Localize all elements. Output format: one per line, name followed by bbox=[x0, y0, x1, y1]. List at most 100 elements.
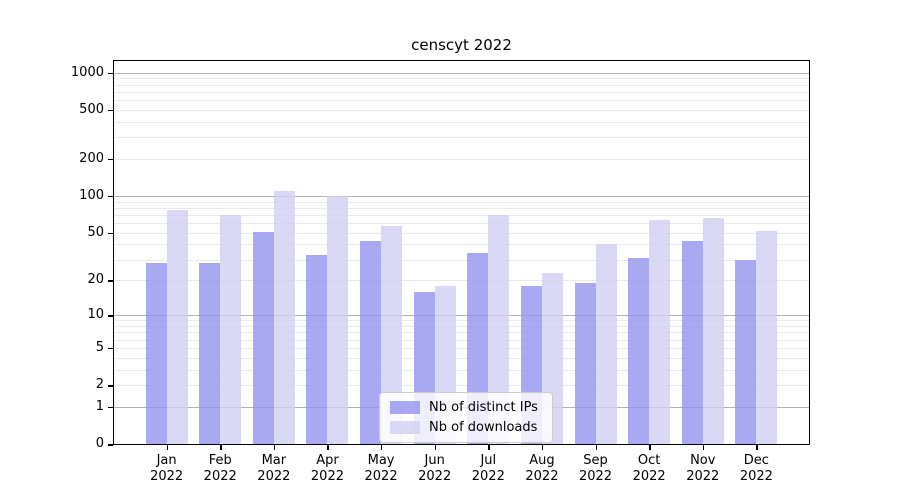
bar-downloads bbox=[756, 230, 778, 445]
y-tick-mark bbox=[108, 72, 113, 74]
y-tick-mark bbox=[108, 232, 113, 235]
minor-gridline bbox=[113, 385, 810, 387]
y-tick-mark bbox=[108, 347, 113, 350]
legend-item-downloads: Nb of downloads bbox=[390, 420, 542, 435]
x-tick-label: Jun 2022 bbox=[418, 453, 452, 484]
x-tick-mark bbox=[595, 445, 597, 450]
minor-gridline bbox=[113, 109, 810, 111]
minor-gridline bbox=[113, 332, 810, 334]
x-tick-label: Oct 2022 bbox=[632, 453, 666, 484]
y-tick-label: 500 bbox=[79, 101, 104, 117]
x-tick-label: Apr 2022 bbox=[310, 453, 344, 484]
y-tick-label: 20 bbox=[87, 272, 104, 288]
y-tick-label: 2 bbox=[95, 377, 104, 393]
minor-gridline bbox=[113, 244, 810, 246]
x-tick-mark bbox=[327, 445, 329, 450]
bar-distinct-ips bbox=[735, 259, 757, 445]
x-tick-mark bbox=[434, 445, 437, 450]
x-tick-mark bbox=[649, 445, 651, 450]
x-tick-mark bbox=[381, 445, 383, 450]
y-axis: 0 1 2 5 10 20 50 100 200 500 1000 bbox=[0, 60, 113, 451]
y-tick-mark bbox=[108, 158, 113, 161]
minor-gridline bbox=[113, 78, 810, 80]
bar-downloads bbox=[220, 214, 242, 445]
legend-swatch-distinct-ips-icon bbox=[390, 401, 420, 414]
minor-gridline bbox=[113, 326, 810, 328]
bar-downloads bbox=[702, 218, 724, 445]
minor-gridline bbox=[113, 158, 810, 160]
y-tick-mark bbox=[108, 444, 113, 446]
bar-downloads bbox=[327, 195, 349, 445]
bars-layer bbox=[113, 60, 810, 445]
legend: Nb of distinct IPs Nb of downloads bbox=[379, 392, 553, 443]
minor-gridline bbox=[113, 320, 810, 322]
bar-downloads bbox=[166, 209, 188, 445]
minor-gridline bbox=[113, 137, 810, 139]
minor-gridline bbox=[113, 232, 810, 234]
minor-gridline bbox=[113, 280, 810, 282]
minor-gridline bbox=[113, 223, 810, 225]
major-gridline bbox=[113, 315, 810, 317]
bar-downloads bbox=[488, 214, 510, 445]
bar-downloads bbox=[595, 244, 617, 445]
bar-distinct-ips bbox=[628, 257, 650, 445]
x-tick-label: Mar 2022 bbox=[257, 453, 291, 484]
x-tick-label: Dec 2022 bbox=[739, 453, 773, 484]
bar-distinct-ips bbox=[360, 240, 382, 445]
y-tick-mark bbox=[108, 109, 113, 112]
minor-gridline bbox=[113, 207, 810, 209]
minor-gridline bbox=[113, 99, 810, 101]
x-tick-mark bbox=[488, 445, 490, 450]
bar-distinct-ips bbox=[306, 254, 328, 445]
minor-gridline bbox=[113, 259, 810, 261]
legend-label-distinct-ips: Nb of distinct IPs bbox=[429, 400, 538, 415]
x-tick-label: Nov 2022 bbox=[686, 453, 720, 484]
y-tick-label: 10 bbox=[87, 307, 104, 323]
bar-distinct-ips bbox=[145, 263, 167, 445]
y-tick-label: 50 bbox=[87, 224, 104, 240]
minor-gridline bbox=[113, 369, 810, 371]
y-tick-mark bbox=[108, 385, 113, 387]
x-axis: Jan 2022 Feb 2022 Mar 2022 Apr 2022 May 2022… bbox=[113, 445, 810, 500]
x-tick-mark bbox=[273, 445, 276, 450]
minor-gridline bbox=[113, 201, 810, 203]
x-tick-mark bbox=[541, 445, 544, 450]
minor-gridline bbox=[113, 121, 810, 123]
grid-layer bbox=[113, 60, 810, 445]
legend-label-downloads: Nb of downloads bbox=[429, 420, 538, 435]
bar-distinct-ips bbox=[574, 283, 596, 445]
x-tick-mark bbox=[166, 445, 168, 450]
bar-downloads bbox=[273, 190, 295, 445]
x-tick-mark bbox=[702, 445, 705, 450]
major-gridline bbox=[113, 72, 810, 74]
y-tick-label: 1000 bbox=[70, 64, 104, 80]
legend-swatch-downloads-icon bbox=[390, 421, 420, 434]
x-tick-label: Feb 2022 bbox=[203, 453, 237, 484]
x-tick-mark bbox=[220, 445, 222, 450]
minor-gridline bbox=[113, 91, 810, 93]
y-tick-label: 0 bbox=[95, 436, 104, 452]
x-tick-mark bbox=[756, 445, 758, 450]
minor-gridline bbox=[113, 84, 810, 86]
y-tick-mark bbox=[108, 195, 113, 198]
bar-distinct-ips bbox=[252, 231, 274, 445]
x-tick-label: Aug 2022 bbox=[525, 453, 559, 484]
bar-distinct-ips bbox=[681, 240, 703, 445]
y-tick-label: 100 bbox=[79, 187, 104, 203]
y-tick-mark bbox=[108, 407, 113, 409]
y-tick-mark bbox=[108, 315, 113, 317]
x-tick-label: Jan 2022 bbox=[150, 453, 184, 484]
major-gridline bbox=[113, 195, 810, 197]
bar-downloads bbox=[649, 219, 671, 445]
x-tick-label: Sep 2022 bbox=[578, 453, 613, 484]
bar-distinct-ips bbox=[199, 263, 221, 445]
y-tick-label: 5 bbox=[95, 339, 104, 355]
plot-area: Nb of distinct IPs Nb of downloads bbox=[113, 60, 810, 445]
minor-gridline bbox=[113, 339, 810, 341]
minor-gridline bbox=[113, 357, 810, 359]
y-tick-mark bbox=[108, 280, 113, 282]
x-tick-label: May 2022 bbox=[364, 453, 398, 484]
y-tick-label: 1 bbox=[95, 399, 104, 414]
x-tick-label: Jul 2022 bbox=[471, 453, 505, 484]
